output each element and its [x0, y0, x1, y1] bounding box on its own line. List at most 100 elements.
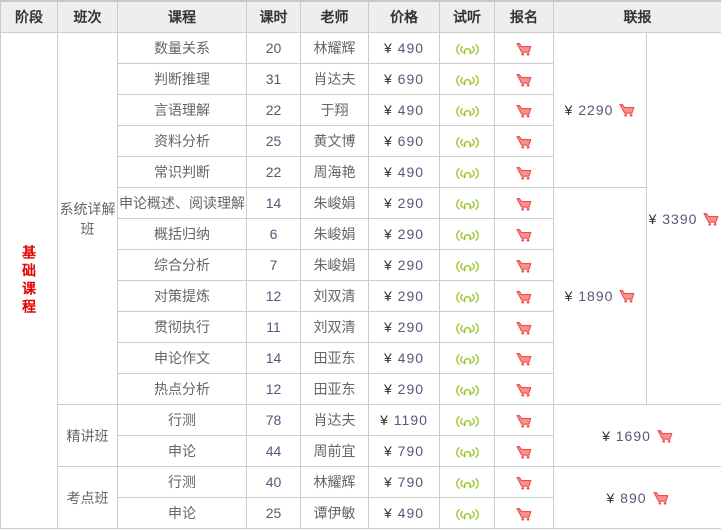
teacher-cell: 周前宜 [301, 436, 369, 467]
cart-icon[interactable] [516, 414, 532, 428]
price-cell: ¥ 490 [369, 157, 440, 188]
cart-icon[interactable] [619, 289, 635, 303]
enroll-cell [495, 64, 554, 95]
price-cell: ¥ 290 [369, 188, 440, 219]
course-name: 申论 [168, 505, 196, 521]
headphones-icon[interactable] [456, 136, 479, 149]
hours-cell: 22 [247, 95, 301, 126]
course-price: ¥ 290 [384, 288, 424, 304]
cart-icon[interactable] [657, 429, 673, 443]
course-name: 数量关系 [154, 40, 210, 56]
price-cell: ¥ 790 [369, 467, 440, 498]
hours-cell: 78 [247, 405, 301, 436]
headphones-icon[interactable] [456, 415, 479, 428]
course-name: 对策提炼 [154, 288, 210, 304]
cart-icon[interactable] [516, 290, 532, 304]
price-cell: ¥ 490 [369, 498, 440, 529]
course-name: 概括归纳 [154, 226, 210, 242]
headphones-icon[interactable] [456, 229, 479, 242]
price-cell: ¥ 790 [369, 436, 440, 467]
trial-cell [440, 312, 495, 343]
price-cell: ¥ 690 [369, 126, 440, 157]
course-cell: 申论概述、阅读理解 [118, 188, 247, 219]
trial-cell [440, 498, 495, 529]
cart-icon[interactable] [703, 212, 719, 226]
headphones-icon[interactable] [456, 477, 479, 490]
cart-icon[interactable] [619, 103, 635, 117]
headphones-icon[interactable] [456, 322, 479, 335]
hours-cell: 11 [247, 312, 301, 343]
headphones-icon[interactable] [456, 167, 479, 180]
teacher-name: 田亚东 [314, 381, 356, 397]
cart-icon[interactable] [516, 73, 532, 87]
headphones-icon[interactable] [456, 384, 479, 397]
course-hours: 20 [266, 40, 282, 56]
cart-icon[interactable] [516, 476, 532, 490]
teacher-cell: 朱峻娟 [301, 250, 369, 281]
cart-icon[interactable] [516, 228, 532, 242]
course-name: 判断推理 [154, 71, 210, 87]
headphones-icon[interactable] [456, 260, 479, 273]
headphones-icon[interactable] [456, 353, 479, 366]
teacher-cell: 肖达夫 [301, 405, 369, 436]
cart-icon[interactable] [653, 491, 669, 505]
course-price: ¥ 290 [384, 319, 424, 335]
course-name: 资料分析 [154, 133, 210, 149]
price-cell: ¥ 1190 [369, 405, 440, 436]
headphones-icon[interactable] [456, 508, 479, 521]
cart-icon[interactable] [516, 383, 532, 397]
cart-icon[interactable] [516, 42, 532, 56]
teacher-cell: 林耀辉 [301, 467, 369, 498]
enroll-cell [495, 126, 554, 157]
trial-cell [440, 126, 495, 157]
headphones-icon[interactable] [456, 43, 479, 56]
teacher-cell: 朱峻娟 [301, 188, 369, 219]
cart-icon[interactable] [516, 135, 532, 149]
class-name: 考点班 [67, 490, 109, 506]
course-name: 行测 [168, 412, 196, 428]
course-hours: 12 [266, 381, 282, 397]
cart-icon[interactable] [516, 321, 532, 335]
teacher-name: 田亚东 [314, 350, 356, 366]
course-hours: 22 [266, 164, 282, 180]
course-cell: 常识判断 [118, 157, 247, 188]
teacher-name: 肖达夫 [314, 71, 356, 87]
header-course: 课程 [118, 1, 247, 33]
teacher-name: 肖达夫 [314, 412, 356, 428]
hours-cell: 44 [247, 436, 301, 467]
cart-icon[interactable] [516, 259, 532, 273]
hours-cell: 7 [247, 250, 301, 281]
cart-icon[interactable] [516, 166, 532, 180]
teacher-cell: 朱峻娟 [301, 219, 369, 250]
teacher-name: 朱峻娟 [314, 226, 356, 242]
bundle-price: ¥ 890 [606, 490, 646, 506]
stage-label: 基础课程 [22, 245, 36, 317]
trial-cell [440, 467, 495, 498]
course-cell: 申论作文 [118, 343, 247, 374]
headphones-icon[interactable] [456, 74, 479, 87]
table-row: 基础课程 系统详解班 数量关系 20 林耀辉 ¥ 490 ¥ 2290 ¥ 33… [1, 33, 721, 64]
headphones-icon[interactable] [456, 198, 479, 211]
course-price: ¥ 490 [384, 350, 424, 366]
bundle-price: ¥ 1890 [565, 288, 614, 304]
headphones-icon[interactable] [456, 291, 479, 304]
course-hours: 14 [266, 350, 282, 366]
hours-cell: 14 [247, 343, 301, 374]
class-cell: 系统详解班 [58, 33, 118, 405]
price-cell: ¥ 490 [369, 95, 440, 126]
trial-cell [440, 436, 495, 467]
cart-icon[interactable] [516, 507, 532, 521]
header-trial: 试听 [440, 1, 495, 33]
headphones-icon[interactable] [456, 446, 479, 459]
cart-icon[interactable] [516, 352, 532, 366]
cart-icon[interactable] [516, 104, 532, 118]
headphones-icon[interactable] [456, 105, 479, 118]
course-cell: 对策提炼 [118, 281, 247, 312]
hours-cell: 6 [247, 219, 301, 250]
cart-icon[interactable] [516, 445, 532, 459]
cart-icon[interactable] [516, 197, 532, 211]
trial-cell [440, 281, 495, 312]
bundle-cell: ¥ 890 [554, 467, 721, 529]
teacher-cell: 刘双清 [301, 281, 369, 312]
